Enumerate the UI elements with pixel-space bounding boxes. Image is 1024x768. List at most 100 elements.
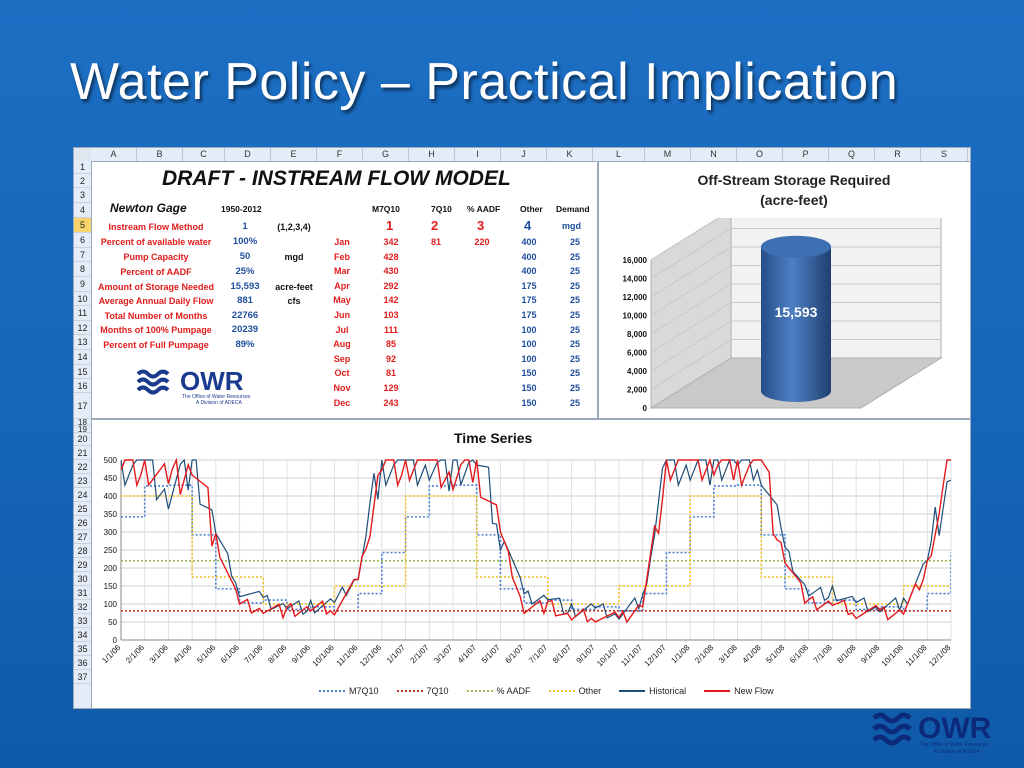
other-aug[interactable]: 100 <box>521 339 537 350</box>
month-label-jul[interactable]: Jul <box>335 324 349 335</box>
demand-unit-cell[interactable]: mgd <box>562 221 581 231</box>
other-jun[interactable]: 175 <box>521 310 537 320</box>
other-sep[interactable]: 100 <box>521 353 537 364</box>
m7q10-mar[interactable]: 430 <box>383 266 399 277</box>
month-label-feb[interactable]: Feb <box>333 251 350 262</box>
demand-sep[interactable]: 25 <box>569 353 580 364</box>
header-cell-0[interactable]: M7Q10 <box>372 204 400 214</box>
param-value-1[interactable]: 100% <box>232 236 258 247</box>
row-header-35[interactable]: 35 <box>74 642 91 656</box>
row-header-33[interactable]: 33 <box>74 614 91 628</box>
demand-oct[interactable]: 25 <box>569 368 580 379</box>
legend-item[interactable]: New Flow <box>704 686 774 696</box>
month-label-may[interactable]: May <box>333 295 351 306</box>
method-code-3[interactable]: 3 <box>477 218 485 233</box>
column-header-o[interactable]: O <box>737 148 783 161</box>
m7q10-aug[interactable]: 85 <box>385 339 396 350</box>
m7q10-oct[interactable]: 81 <box>385 368 396 379</box>
param-value-5[interactable]: 881 <box>237 295 253 306</box>
row-header-34[interactable]: 34 <box>74 628 91 642</box>
row-header-26[interactable]: 26 <box>74 516 91 530</box>
m7q10-may[interactable]: 142 <box>383 295 399 306</box>
row-header-17[interactable]: 17 <box>74 393 91 419</box>
ts-series-historical[interactable] <box>121 458 951 621</box>
month-label-dec[interactable]: Dec <box>333 397 351 408</box>
param-value-6[interactable]: 22766 <box>231 310 259 321</box>
param-unit-0[interactable]: (1,2,3,4) <box>277 222 311 232</box>
row-header-37[interactable]: 37 <box>74 670 91 684</box>
row-header-36[interactable]: 36 <box>74 656 91 670</box>
column-header-s[interactable]: S <box>921 148 968 161</box>
column-header-d[interactable]: D <box>225 148 271 161</box>
row-header-6[interactable]: 6 <box>74 233 91 248</box>
month-label-mar[interactable]: Mar <box>333 266 350 277</box>
row-header-20[interactable]: 20 <box>74 433 91 446</box>
month-label-jun[interactable]: Jun <box>333 310 350 320</box>
column-header-e[interactable]: E <box>271 148 317 161</box>
other-nov[interactable]: 150 <box>521 383 537 393</box>
param-label-8[interactable]: Percent of Full Pumpage <box>103 340 209 350</box>
param-unit-2[interactable]: mgd <box>284 252 304 262</box>
demand-mar[interactable]: 25 <box>569 266 580 277</box>
row-header-8[interactable]: 8 <box>74 262 91 277</box>
row-header-28[interactable]: 28 <box>74 544 91 558</box>
row-header-19[interactable]: 19 <box>74 426 91 434</box>
m7q10-sep[interactable]: 92 <box>385 353 396 364</box>
month-label-jan[interactable]: Jan <box>334 237 350 247</box>
header-cell-3[interactable]: Other <box>520 204 543 214</box>
row-header-25[interactable]: 25 <box>74 502 91 516</box>
legend-item[interactable]: Other <box>548 686 601 696</box>
column-header-k[interactable]: K <box>547 148 593 161</box>
legend-item[interactable]: 7Q10 <box>396 686 449 696</box>
row-header-2[interactable]: 2 <box>74 174 91 188</box>
param-value-0[interactable]: 1 <box>242 221 248 232</box>
row-header-15[interactable]: 15 <box>74 365 91 379</box>
demand-dec[interactable]: 25 <box>569 397 580 408</box>
header-cell-4[interactable]: Demand <box>556 204 590 214</box>
month-label-oct[interactable]: Oct <box>334 368 350 379</box>
row-header-22[interactable]: 22 <box>74 460 91 474</box>
m7q10-jun[interactable]: 103 <box>383 310 399 320</box>
row-header-30[interactable]: 30 <box>74 572 91 586</box>
method-code-2[interactable]: 2 <box>431 218 439 233</box>
row-header-18[interactable]: 18 <box>74 419 91 427</box>
header-cell-1[interactable]: 7Q10 <box>431 204 452 214</box>
gage-name[interactable]: Newton Gage <box>110 201 187 215</box>
param-label-6[interactable]: Total Number of Months <box>104 311 208 321</box>
other-mar[interactable]: 400 <box>521 266 537 277</box>
param-label-2[interactable]: Pump Capacity <box>123 252 189 262</box>
row-header-5[interactable]: 5 <box>74 218 91 233</box>
param-value-8[interactable]: 89% <box>235 339 255 350</box>
column-header-g[interactable]: G <box>363 148 409 161</box>
row-header-4[interactable]: 4 <box>74 203 91 218</box>
other-feb[interactable]: 400 <box>521 251 537 262</box>
param-label-5[interactable]: Average Annual Daily Flow <box>98 296 214 306</box>
other-jan[interactable]: 400 <box>521 237 537 247</box>
param-value-2[interactable]: 50 <box>239 251 251 262</box>
column-header-r[interactable]: R <box>875 148 921 161</box>
legend-item[interactable]: Historical <box>619 686 686 696</box>
param-value-3[interactable]: 25% <box>235 266 255 277</box>
ts-series-other[interactable] <box>121 495 951 605</box>
column-header-m[interactable]: M <box>645 148 691 161</box>
param-label-4[interactable]: Amount of Storage Needed <box>97 282 214 292</box>
other-jul[interactable]: 100 <box>521 324 537 335</box>
other-oct[interactable]: 150 <box>521 368 537 379</box>
column-header-a[interactable]: A <box>91 148 137 161</box>
row-header-24[interactable]: 24 <box>74 488 91 502</box>
demand-jul[interactable]: 25 <box>569 324 580 335</box>
period-cell[interactable]: 1950-2012 <box>221 204 262 214</box>
param-value-4[interactable]: 15,593 <box>230 281 260 292</box>
m7q10-apr[interactable]: 292 <box>383 280 399 291</box>
ts-series-new-flow[interactable] <box>121 458 951 624</box>
param-value-7[interactable]: 20239 <box>231 324 259 335</box>
storage-chart-title[interactable]: Off-Stream Storage Required (acre-feet) <box>674 170 914 210</box>
q710-jan[interactable]: 81 <box>430 237 441 247</box>
row-header-13[interactable]: 13 <box>74 335 91 350</box>
select-all-corner[interactable] <box>74 148 92 161</box>
other-may[interactable]: 175 <box>521 295 537 306</box>
column-header-j[interactable]: J <box>501 148 547 161</box>
other-apr[interactable]: 175 <box>521 280 537 291</box>
param-unit-4[interactable]: acre-feet <box>275 282 313 292</box>
time-series-title[interactable]: Time Series <box>454 430 533 446</box>
